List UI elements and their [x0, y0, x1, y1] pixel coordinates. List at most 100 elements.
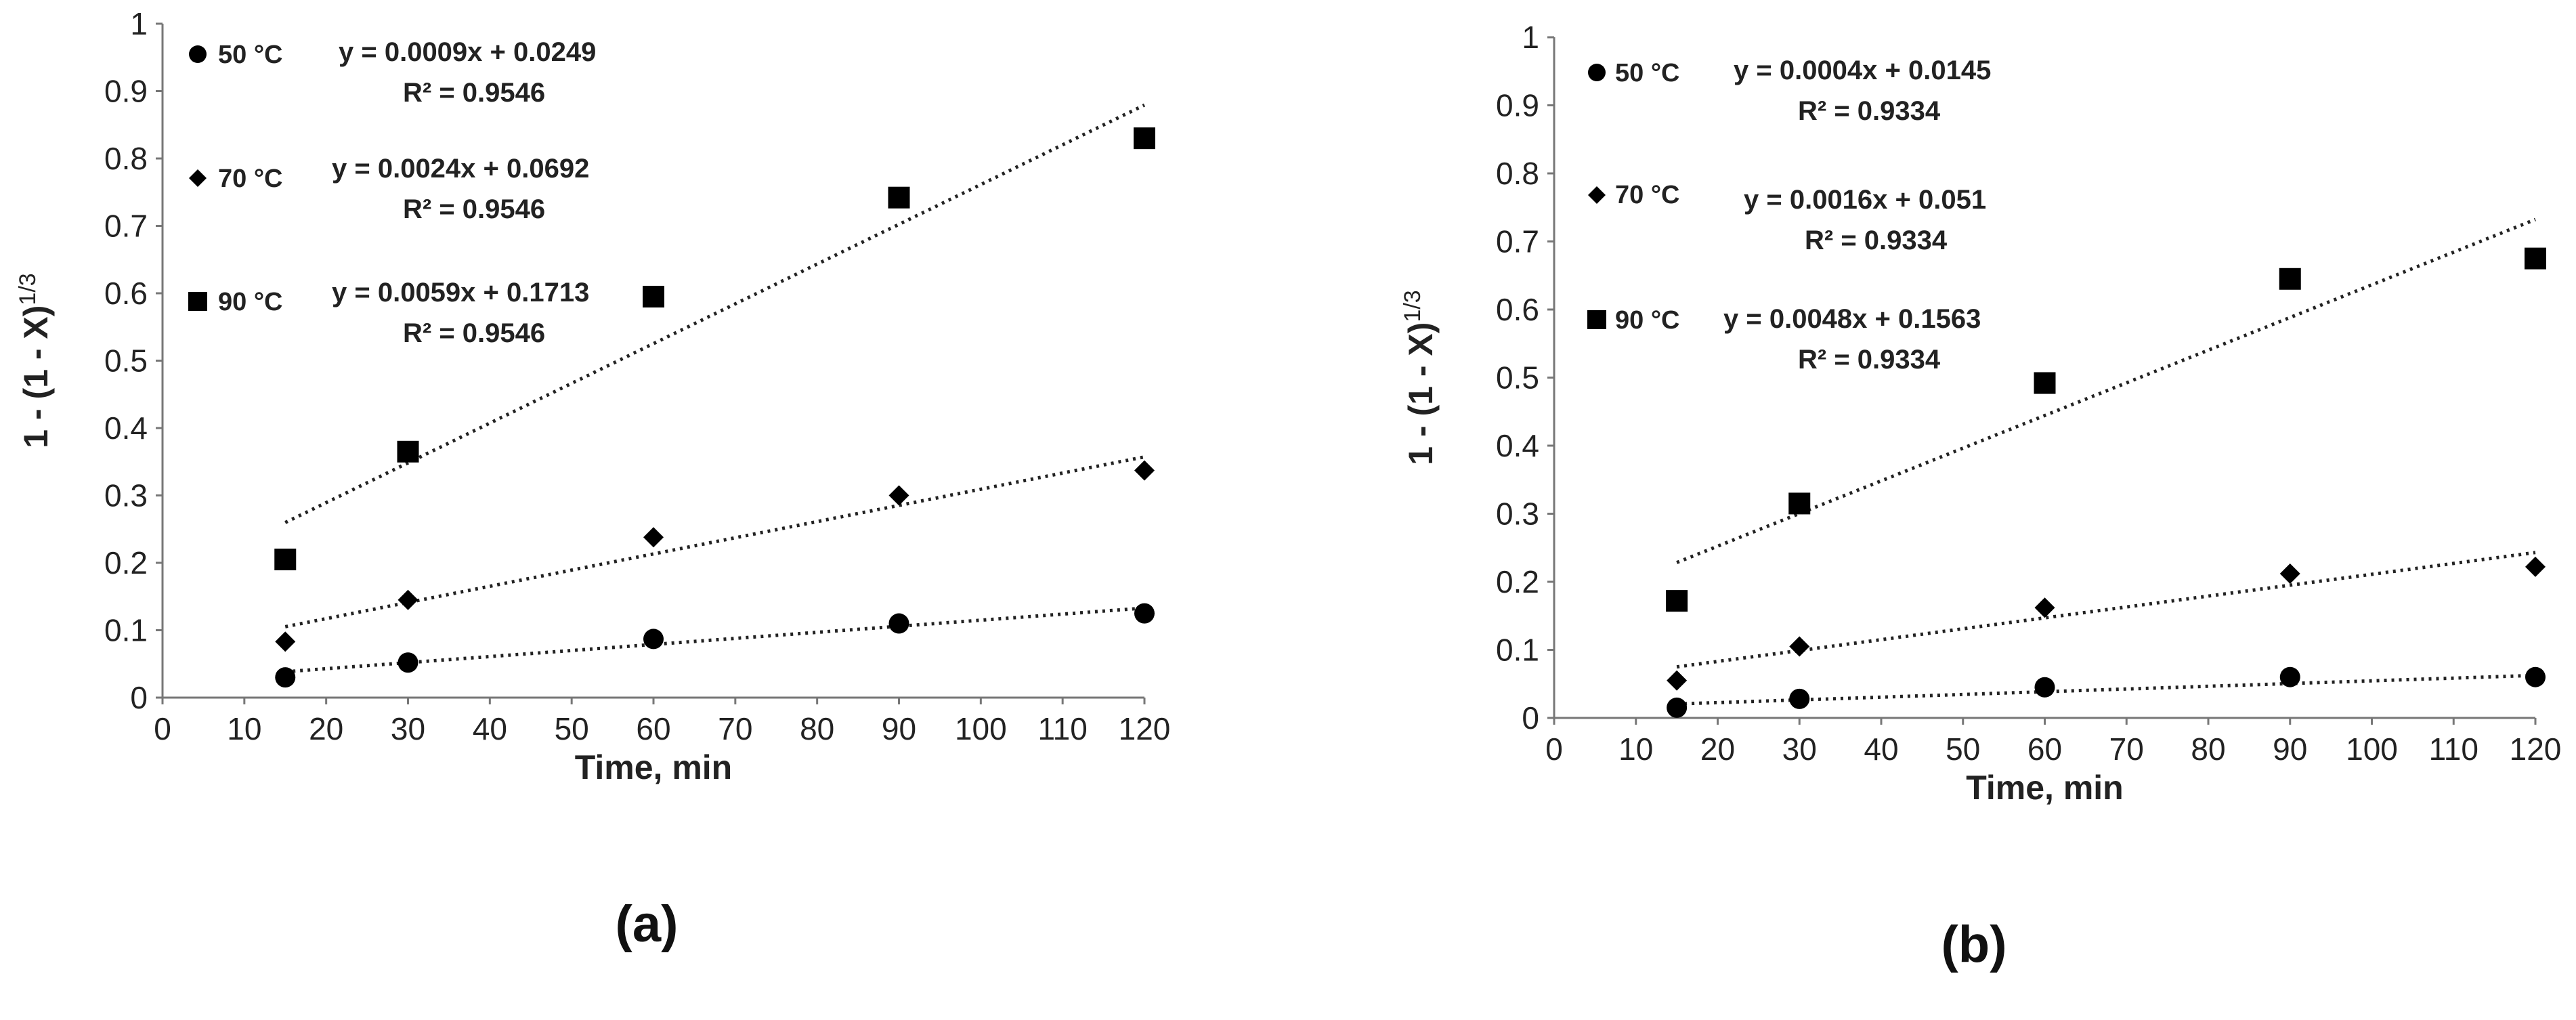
x-tick-label: 10	[227, 711, 261, 746]
data-point-square	[1666, 590, 1688, 612]
y-tick-label: 0.7	[1496, 224, 1539, 259]
y-axis-title: 1 - (1 - X)1/3	[15, 273, 55, 448]
data-point-square	[397, 440, 419, 463]
y-tick-label: 0.5	[1496, 360, 1539, 396]
panel-label: (b)	[1941, 916, 2006, 973]
trend-equation: y = 0.0048x + 0.1563	[1723, 304, 1981, 334]
data-point-circle	[1667, 697, 1688, 718]
x-tick-label: 70	[2109, 731, 2144, 767]
trend-r-squared: R² = 0.9546	[403, 78, 545, 108]
data-point-square	[2525, 247, 2546, 270]
x-tick-label: 80	[800, 711, 834, 746]
x-tick-label: 0	[154, 711, 171, 746]
trend-r-squared: R² = 0.9546	[403, 318, 545, 348]
data-point-diamond	[888, 485, 909, 506]
y-tick-label: 0.1	[1496, 633, 1539, 668]
data-point-circle	[398, 652, 418, 673]
data-point-diamond	[1789, 636, 1810, 657]
data-point-circle	[2279, 666, 2300, 687]
y-tick-label: 0.2	[1496, 564, 1539, 599]
y-tick-label: 0.6	[104, 276, 148, 311]
trendline-square	[284, 103, 1146, 524]
x-tick-label: 40	[1864, 731, 1898, 767]
trend-equation: y = 0.0024x + 0.0692	[332, 154, 589, 184]
y-tick-label: 0.8	[104, 141, 148, 176]
data-point-diamond	[1667, 670, 1688, 691]
x-tick-label: 110	[2429, 731, 2478, 767]
y-tick-label: 0.4	[1496, 428, 1539, 463]
x-tick-label: 110	[1037, 711, 1087, 746]
trend-r-squared: R² = 0.9546	[403, 194, 545, 224]
y-tick-label: 0.5	[104, 343, 148, 379]
x-tick-label: 50	[555, 711, 589, 746]
x-tick-label: 90	[882, 711, 916, 746]
data-point-square	[643, 285, 664, 307]
data-point-diamond	[2034, 597, 2055, 618]
trend-equation: y = 0.0059x + 0.1713	[332, 278, 589, 307]
data-point-diamond	[2279, 563, 2300, 584]
chart-a: 00.10.20.30.40.50.60.70.80.910 10 20 30 40 50…	[15, 6, 1170, 953]
data-point-circle	[643, 629, 664, 650]
legend-label: 70 °C	[218, 165, 282, 193]
data-point-circle	[275, 667, 296, 688]
x-tick-label: 100	[955, 711, 1007, 746]
legend-marker-square	[1587, 310, 1606, 329]
data-point-diamond	[275, 631, 296, 652]
data-point-square	[2279, 268, 2301, 290]
y-tick-label: 0.8	[1496, 156, 1539, 191]
trendline-circle	[285, 606, 1145, 674]
data-point-square	[2034, 372, 2056, 394]
legend-label: 50 °C	[218, 41, 282, 69]
trendline-diamond	[1676, 551, 2536, 669]
data-point-circle	[888, 613, 909, 634]
legend-marker-circle	[1588, 64, 1606, 81]
data-point-square	[1134, 127, 1155, 150]
legend-label: 50 °C	[1615, 59, 1679, 87]
data-point-diamond	[2525, 556, 2546, 577]
y-tick-label: 0.4	[104, 410, 148, 446]
data-point-diamond	[398, 589, 418, 610]
data-point-circle	[2525, 666, 2546, 687]
y-tick-label: 1	[130, 6, 148, 41]
data-point-square	[888, 186, 910, 209]
y-tick-label: 0.6	[1496, 292, 1539, 327]
y-tick-label: 0.3	[1496, 496, 1539, 532]
trend-r-squared: R² = 0.9334	[1805, 226, 1948, 255]
trendline-circle	[1677, 673, 2536, 706]
data-point-diamond	[1134, 460, 1155, 481]
data-point-circle	[1134, 603, 1155, 624]
x-tick-label: 70	[718, 711, 752, 746]
legend-label: 70 °C	[1615, 181, 1679, 209]
y-tick-label: 0.9	[104, 74, 148, 109]
y-tick-label: 1	[1522, 20, 1539, 55]
x-axis-title: Time, min	[1966, 769, 2123, 807]
y-tick-label: 0.7	[104, 209, 148, 244]
y-axis-title: 1 - (1 - X)1/3	[1400, 290, 1440, 465]
x-tick-label: 120	[1119, 711, 1171, 746]
x-tick-label: 40	[473, 711, 507, 746]
data-point-diamond	[643, 527, 664, 548]
trend-equation: y = 0.0016x + 0.051	[1744, 185, 1986, 215]
trendline-square	[1676, 217, 2536, 564]
data-point-square	[274, 549, 297, 571]
x-tick-label: 90	[2273, 731, 2307, 767]
legend-marker-diamond	[1588, 186, 1606, 204]
x-tick-label: 20	[1700, 731, 1735, 767]
legend-marker-square	[188, 292, 207, 311]
x-tick-label: 80	[2191, 731, 2225, 767]
x-tick-label: 0	[1545, 731, 1563, 767]
x-tick-label: 60	[636, 711, 670, 746]
x-tick-label: 20	[309, 711, 343, 746]
y-tick-label: 0	[1522, 700, 1539, 736]
chart-b: 00.10.20.30.40.50.60.70.80.910 10 20 30 40 50…	[1400, 20, 2561, 973]
y-tick-label: 0	[130, 680, 148, 715]
y-tick-label: 0.9	[1496, 88, 1539, 123]
legend-marker-diamond	[189, 169, 207, 187]
x-tick-label: 50	[1946, 731, 1980, 767]
trend-equation: y = 0.0004x + 0.0145	[1734, 56, 1991, 85]
x-tick-label: 120	[2510, 731, 2562, 767]
y-tick-label: 0.1	[104, 613, 148, 648]
x-tick-label: 100	[2346, 731, 2398, 767]
legend-label: 90 °C	[1615, 306, 1679, 335]
